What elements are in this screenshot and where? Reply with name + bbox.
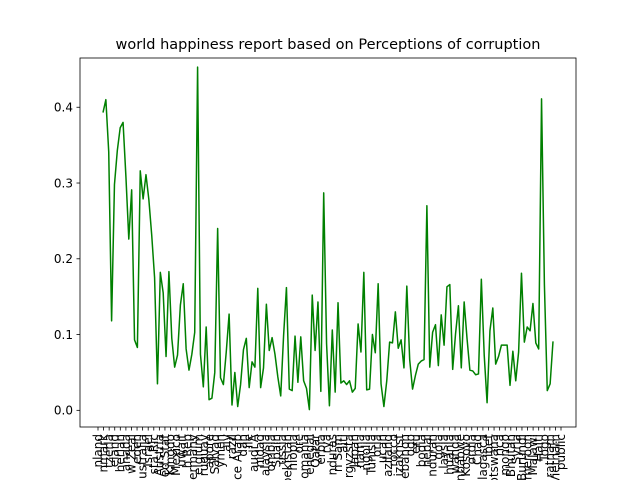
y-axis: 0.0 0.1 0.2 0.3 0.4 [54, 101, 80, 418]
x-tick-label: nmark [97, 434, 111, 473]
x-tick-label: razil [225, 434, 239, 459]
x-tick-label: alaysia [258, 434, 272, 476]
x-tick-label: public [554, 434, 568, 470]
x-tick-label: ombia [264, 434, 278, 471]
x-tick-label: ruguay [197, 434, 211, 476]
x-tick-label: Syria [509, 434, 523, 464]
x-tick-label: oria [370, 434, 384, 457]
x-tick-label: Spain [270, 434, 284, 468]
x-tick-label: lagasca [476, 434, 490, 480]
x-tick-label: enegal [303, 434, 317, 475]
x-tick-label: aziland [381, 434, 395, 477]
x-tick-label: dan [236, 434, 250, 457]
x-tick-label: rica [493, 434, 507, 456]
x-tick-label: nland [91, 434, 105, 468]
x-tick-label: Mexico [169, 434, 183, 476]
x-tick-label: Austria [152, 434, 166, 476]
x-tick-label: rgyzsta [342, 434, 356, 478]
x-tick-label: wanda [448, 434, 462, 474]
x-tick-label: Israel [141, 434, 155, 467]
x-tick-label: Tunisia [364, 434, 378, 476]
x-tick-label: ymen [214, 434, 228, 468]
x-tick-label: ce Arab [230, 434, 244, 480]
x-tick-label: otswana [487, 434, 501, 480]
y-tick-label: 0.1 [54, 328, 73, 342]
x-tick-label: herlan [113, 434, 127, 472]
x-tick-label: eland [108, 434, 122, 467]
x-tick-label: ratnam [543, 434, 557, 478]
x-tick-label: huania [442, 434, 456, 475]
x-tick-label: nduras [325, 434, 339, 475]
x-tick-label: ore [292, 434, 306, 453]
x-tick-label: mongo [498, 434, 512, 476]
x-tick-label: ed Stat [158, 434, 172, 477]
x-tick-label: bekistan [281, 434, 295, 480]
x-tick-label: ustralia [136, 434, 150, 479]
x-tick-label: hiopia [286, 434, 300, 471]
x-tick-label: Kosovo [459, 434, 473, 477]
x-tick-label: Chad [470, 434, 484, 465]
y-tick-label: 0.4 [54, 101, 73, 115]
x-tick-label: sta Ric [147, 434, 161, 474]
x-tick-label: izakhst [392, 434, 406, 477]
x-tick-label: erbia [314, 434, 328, 465]
x-tick-label: ameroon [521, 434, 535, 480]
x-tick-label: laysia [437, 434, 451, 469]
x-tick-label: ucan [375, 434, 389, 463]
x-tick-label: nama [353, 434, 367, 468]
x-tick-label: Burundi [515, 434, 529, 480]
x-tick-label: aiti [336, 434, 350, 453]
x-tick-label: Togo [537, 434, 551, 463]
x-tick-label: apore [203, 434, 217, 468]
x-tick-label: eden [130, 434, 144, 464]
x-tick-label: ngolia [359, 434, 373, 471]
x-tick-label: ibet [481, 434, 495, 457]
x-tick-label: Haiti [532, 434, 546, 462]
x-tick-label: n Sam [331, 434, 345, 472]
x-tick-label: Bhutan [504, 434, 518, 477]
x-tick-label: nepal [420, 434, 434, 467]
x-tick-label: ebanon [398, 434, 412, 479]
x-tick-label: nduran [426, 434, 440, 477]
x-tick-label: nbabwe [454, 434, 468, 480]
x-tick-label: Vietnam [548, 434, 562, 480]
x-tick-label: gola [431, 434, 445, 460]
x-tick-label: nidad [253, 434, 267, 468]
plot-frame [79, 57, 577, 428]
x-tick-label: ussia [275, 434, 289, 465]
x-tick-label: Salvad [208, 434, 222, 474]
x-tick-label: ile [242, 434, 256, 448]
x-tick-label: tzerla [102, 434, 116, 468]
x-tick-label: eru [409, 434, 423, 454]
y-tick-label: 0.3 [54, 176, 73, 190]
x-tick-label: bodia [415, 434, 429, 467]
x-tick-label: rya [320, 434, 334, 453]
x-tick-label: h Rep [180, 434, 194, 468]
x-tick-label: aly [219, 434, 233, 452]
x-tick-label: Kingdo [164, 434, 178, 475]
x-tick-label: w Zeal [124, 434, 138, 474]
x-tick-label: rocco [387, 434, 401, 467]
y-tick-label: 0.2 [54, 252, 73, 266]
x-tick-label: uwait [175, 434, 189, 467]
x-tick-label: ordia [465, 434, 479, 464]
x-tick-label: elgium [191, 434, 205, 475]
chart-title: world happiness report based on Percepti… [116, 37, 541, 53]
x-tick-label: Malawi [526, 434, 540, 476]
x-tick-label: Japan [348, 434, 362, 468]
x-tick-label: omania [297, 434, 311, 479]
x-tick-label: ermany [186, 434, 200, 480]
x-tick-label: Qatar [309, 434, 323, 468]
x-tick-label: ogo [403, 434, 417, 456]
series-line [102, 66, 554, 411]
x-tick-label: anada [119, 434, 133, 471]
y-tick-label: 0.0 [54, 404, 73, 418]
x-tick-label: audi A [247, 433, 261, 472]
plot-area [79, 57, 577, 428]
